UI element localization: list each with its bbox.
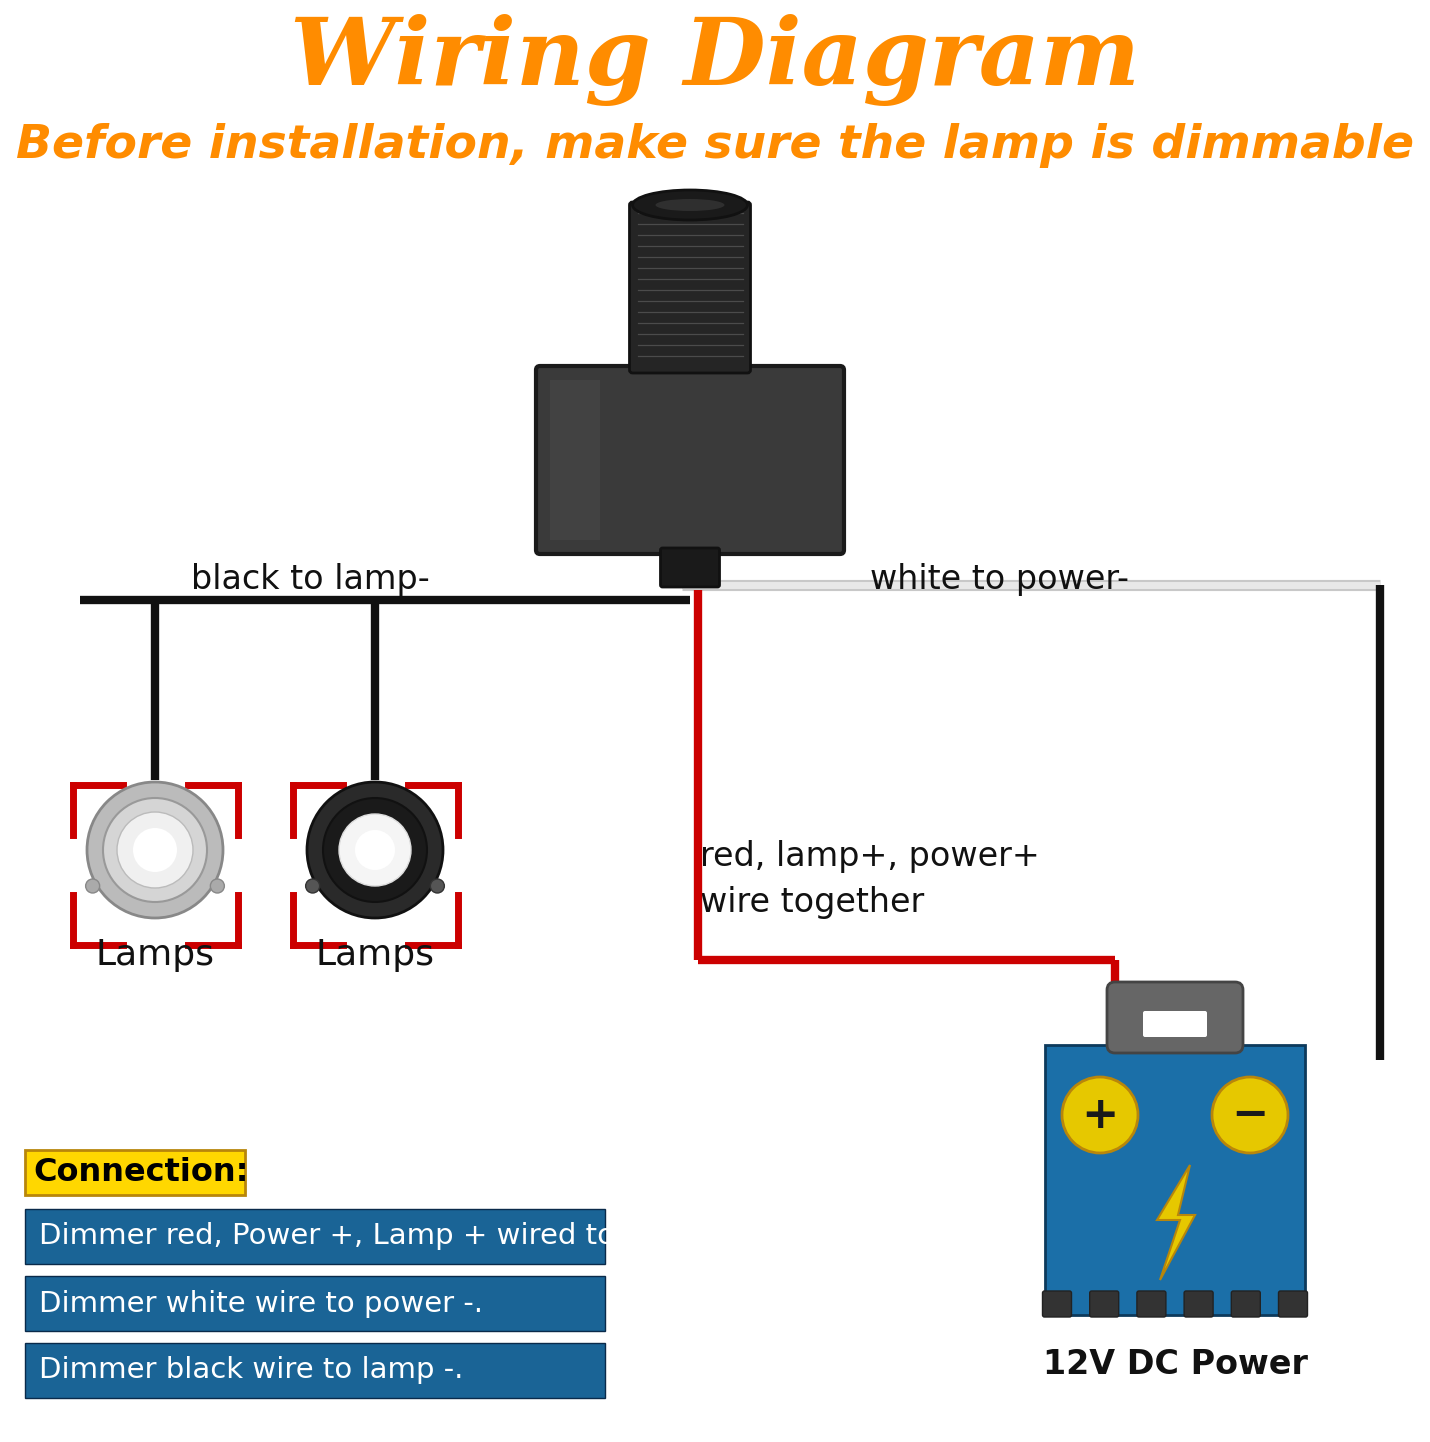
Circle shape xyxy=(306,880,320,893)
Circle shape xyxy=(355,831,395,870)
Text: Dimmer red, Power +, Lamp + wired together.: Dimmer red, Power +, Lamp + wired togeth… xyxy=(39,1223,718,1250)
Ellipse shape xyxy=(655,199,725,211)
Circle shape xyxy=(87,782,223,919)
Text: red, lamp+, power+
wire together: red, lamp+, power+ wire together xyxy=(701,841,1040,919)
Circle shape xyxy=(117,812,193,888)
Polygon shape xyxy=(1157,1165,1195,1280)
Text: 12V DC Power: 12V DC Power xyxy=(1042,1348,1307,1381)
FancyBboxPatch shape xyxy=(1278,1291,1307,1317)
Text: Connection:: Connection: xyxy=(33,1156,249,1188)
FancyBboxPatch shape xyxy=(536,366,844,554)
Circle shape xyxy=(1213,1077,1288,1154)
Circle shape xyxy=(323,797,428,903)
Circle shape xyxy=(1062,1077,1138,1154)
Text: −: − xyxy=(1231,1093,1268,1136)
Text: Before installation, make sure the lamp is dimmable: Before installation, make sure the lamp … xyxy=(16,123,1414,167)
Circle shape xyxy=(86,880,100,893)
FancyBboxPatch shape xyxy=(24,1208,605,1265)
FancyBboxPatch shape xyxy=(1231,1291,1260,1317)
FancyBboxPatch shape xyxy=(1137,1291,1165,1317)
FancyBboxPatch shape xyxy=(1184,1291,1213,1317)
Circle shape xyxy=(103,797,207,903)
Text: Wiring Diagram: Wiring Diagram xyxy=(290,14,1140,107)
Circle shape xyxy=(430,880,445,893)
FancyBboxPatch shape xyxy=(629,202,751,373)
Text: +: + xyxy=(1081,1093,1118,1136)
Text: Lamps: Lamps xyxy=(96,937,214,972)
FancyBboxPatch shape xyxy=(24,1151,245,1195)
Text: Dimmer white wire to power -.: Dimmer white wire to power -. xyxy=(39,1289,483,1318)
Circle shape xyxy=(133,828,177,872)
FancyBboxPatch shape xyxy=(1090,1291,1118,1317)
Circle shape xyxy=(339,813,410,885)
FancyBboxPatch shape xyxy=(1045,1045,1306,1315)
FancyBboxPatch shape xyxy=(1143,1011,1207,1037)
Bar xyxy=(551,381,601,539)
FancyBboxPatch shape xyxy=(24,1343,605,1397)
FancyBboxPatch shape xyxy=(1107,982,1243,1053)
Circle shape xyxy=(210,880,225,893)
Ellipse shape xyxy=(632,190,748,221)
FancyBboxPatch shape xyxy=(661,548,719,587)
FancyBboxPatch shape xyxy=(1042,1291,1071,1317)
Text: white to power-: white to power- xyxy=(869,564,1130,597)
Text: Dimmer black wire to lamp -.: Dimmer black wire to lamp -. xyxy=(39,1357,463,1384)
Text: Lamps: Lamps xyxy=(316,937,435,972)
FancyBboxPatch shape xyxy=(24,1276,605,1331)
Text: black to lamp-: black to lamp- xyxy=(190,564,429,597)
Circle shape xyxy=(307,782,443,919)
